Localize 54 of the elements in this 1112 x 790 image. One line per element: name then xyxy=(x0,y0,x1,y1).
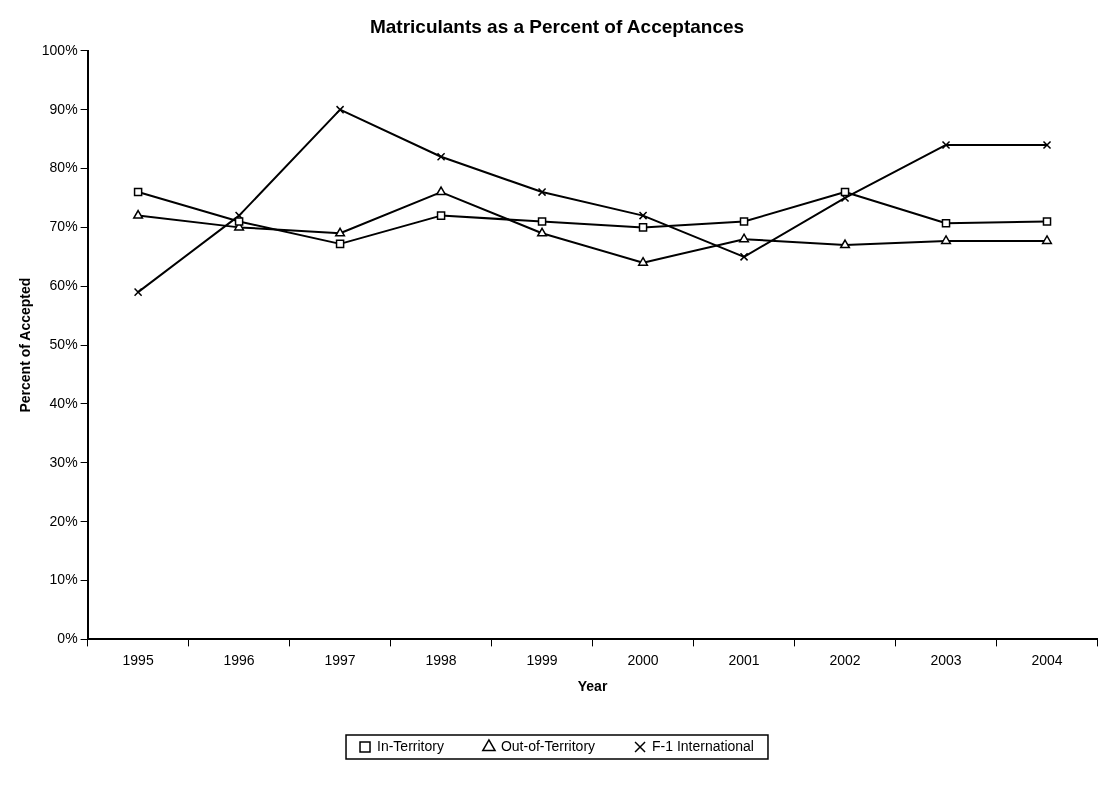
point xyxy=(739,252,749,262)
y-tick-label: 70% xyxy=(49,218,78,235)
point xyxy=(436,211,446,220)
point xyxy=(738,233,750,243)
x-tick-label: 2001 xyxy=(728,651,760,668)
point xyxy=(839,239,851,249)
point xyxy=(133,287,143,297)
point xyxy=(1042,217,1052,226)
x-axis-title: Year xyxy=(577,678,608,695)
x-tick-label: 2000 xyxy=(627,651,659,668)
point xyxy=(638,211,648,220)
x-tick-label: 2003 xyxy=(930,651,962,668)
point xyxy=(133,209,144,219)
legend-label: In-Territory xyxy=(377,737,444,754)
y-tick-label: 10% xyxy=(49,571,78,588)
y-tick-label: 0% xyxy=(57,630,78,647)
x-tick-label: 1997 xyxy=(324,651,356,668)
x-tick-label: 2002 xyxy=(829,651,861,668)
y-tick-label: 50% xyxy=(49,335,78,352)
point xyxy=(335,239,345,249)
point xyxy=(335,227,346,237)
legend-label: F-1 International xyxy=(652,737,754,754)
point xyxy=(739,217,749,226)
x-tick-label: 1998 xyxy=(425,651,457,668)
x-tick-label: 1999 xyxy=(526,651,558,668)
point xyxy=(637,256,649,266)
point xyxy=(234,217,244,226)
point xyxy=(840,187,850,197)
point xyxy=(133,187,143,197)
legend-label: Out-of-Territory xyxy=(500,737,596,754)
point xyxy=(638,223,648,232)
y-tick-label: 90% xyxy=(49,100,78,117)
x-tick-label: 2004 xyxy=(1031,651,1063,668)
x-tick-label: 1995 xyxy=(122,651,154,668)
y-tick-label: 60% xyxy=(49,277,78,294)
point xyxy=(537,217,547,226)
point xyxy=(537,187,547,197)
point xyxy=(941,218,951,228)
point xyxy=(536,227,548,237)
x-tick-label: 1996 xyxy=(223,651,255,668)
chart-title: Matriculants as a Percent of Acceptances xyxy=(369,15,745,37)
y-tick-label: 30% xyxy=(49,453,78,470)
point xyxy=(436,152,446,162)
point xyxy=(1042,140,1052,150)
y-tick-label: 40% xyxy=(49,394,78,411)
y-axis-title: Percent of Accepted xyxy=(17,277,34,413)
y-tick-label: 80% xyxy=(49,159,78,176)
point xyxy=(941,140,951,150)
point xyxy=(1041,235,1053,245)
y-tick-label: 20% xyxy=(49,512,78,529)
point xyxy=(940,235,952,245)
y-tick-label: 100% xyxy=(41,41,78,58)
point xyxy=(435,186,447,196)
point xyxy=(335,105,345,114)
